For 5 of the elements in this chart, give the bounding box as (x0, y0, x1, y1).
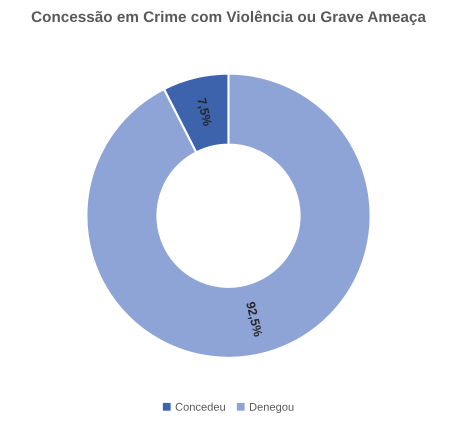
legend-label: Concedeu (176, 402, 225, 411)
data-label: 7,5% (195, 97, 212, 127)
chart-title: Concessão em Crime com Violência ou Grave Ameaça (32, 10, 426, 26)
data-label: 92,5% (244, 301, 263, 338)
legend-label: Denegou (250, 403, 294, 413)
